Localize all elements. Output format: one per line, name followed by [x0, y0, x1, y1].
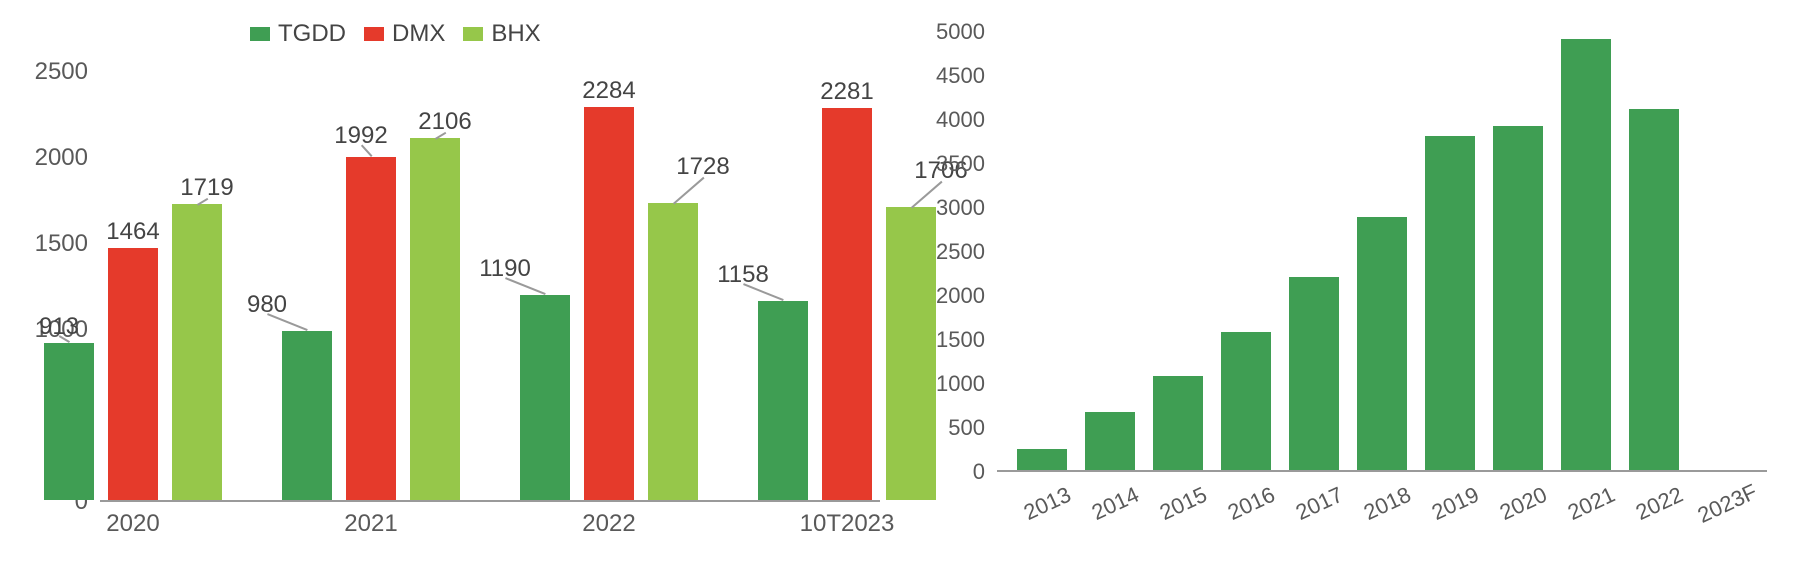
- value-label: 1464: [98, 218, 168, 246]
- y-tick-label: 2500: [20, 58, 88, 86]
- bar: [410, 138, 460, 500]
- x-category-label: 2022: [1618, 475, 1701, 532]
- y-tick-label: 500: [912, 415, 985, 441]
- y-tick-label: 1000: [912, 371, 985, 397]
- value-label: 1719: [172, 174, 242, 202]
- bar: [108, 248, 158, 500]
- y-tick-label: 0: [912, 459, 985, 485]
- legend-swatch: [463, 27, 483, 41]
- bar: [1085, 412, 1135, 470]
- value-label: 913: [24, 313, 94, 341]
- legend-swatch: [250, 27, 270, 41]
- x-category-label: 10T2023: [758, 510, 936, 538]
- bar: [822, 108, 872, 500]
- legend-label: BHX: [491, 20, 540, 48]
- y-tick-label: 2500: [912, 239, 985, 265]
- bar: [1629, 109, 1679, 470]
- legend-item: BHX: [463, 20, 540, 48]
- bar: [1017, 449, 1067, 470]
- bar: [282, 331, 332, 500]
- bar: [44, 343, 94, 500]
- legend: TGDD DMX BHX: [250, 20, 541, 48]
- value-label: 2281: [812, 78, 882, 106]
- bar: [520, 295, 570, 500]
- bar: [346, 157, 396, 500]
- bar: [1153, 376, 1203, 470]
- y-tick-label: 1500: [20, 230, 88, 258]
- legend-swatch: [364, 27, 384, 41]
- x-category-label: 2023F: [1686, 475, 1769, 532]
- bar: [1561, 39, 1611, 470]
- x-axis: [997, 470, 1767, 472]
- value-label: 2284: [574, 77, 644, 105]
- bar: [1493, 126, 1543, 470]
- x-category-label: 2021: [1550, 475, 1633, 532]
- yearly-bar-chart: 0 500 1000 1500 2000 2500 3000 3500 4000 4500 5000…: [912, 10, 1774, 570]
- y-tick-label: 2000: [912, 283, 985, 309]
- bar: [1357, 217, 1407, 470]
- legend-label: DMX: [392, 20, 445, 48]
- bar: [648, 203, 698, 500]
- x-category-label: 2017: [1278, 475, 1361, 532]
- x-category-label: 2013: [1006, 475, 1089, 532]
- value-label: 1190: [470, 255, 540, 283]
- y-tick-label: 3000: [912, 195, 985, 221]
- bar: [1425, 136, 1475, 470]
- x-category-label: 2016: [1210, 475, 1293, 532]
- x-category-label: 2020: [1482, 475, 1565, 532]
- x-axis: [100, 500, 880, 502]
- value-label: 1158: [708, 261, 778, 289]
- x-category-label: 2015: [1142, 475, 1225, 532]
- bar: [584, 107, 634, 500]
- y-tick-label: 4500: [912, 63, 985, 89]
- value-label: 2106: [410, 108, 480, 136]
- bar: [1221, 332, 1271, 470]
- x-category-label: 2019: [1414, 475, 1497, 532]
- bar: [758, 301, 808, 500]
- legend-item: DMX: [364, 20, 445, 48]
- x-category-label: 2021: [282, 510, 460, 538]
- y-tick-label: 4000: [912, 107, 985, 133]
- x-category-label: 2022: [520, 510, 698, 538]
- legend-label: TGDD: [278, 20, 346, 48]
- value-label: 1728: [668, 153, 738, 181]
- bar: [172, 204, 222, 500]
- x-category-label: 2018: [1346, 475, 1429, 532]
- grouped-bar-chart: TGDDDMXBHX050010001500200025002020913146…: [20, 10, 892, 570]
- y-tick-label: 5000: [912, 19, 985, 45]
- value-label: 980: [232, 291, 302, 319]
- value-label: 1992: [326, 122, 396, 150]
- x-category-label: 2020: [44, 510, 222, 538]
- y-tick-label: 2000: [20, 144, 88, 172]
- y-tick-label: 1500: [912, 327, 985, 353]
- x-category-label: 2014: [1074, 475, 1157, 532]
- y-tick-label: 3500: [912, 151, 985, 177]
- legend-item: TGDD: [250, 20, 346, 48]
- leader-line: [673, 177, 704, 204]
- bar: [1697, 442, 1747, 470]
- bar: [1289, 277, 1339, 470]
